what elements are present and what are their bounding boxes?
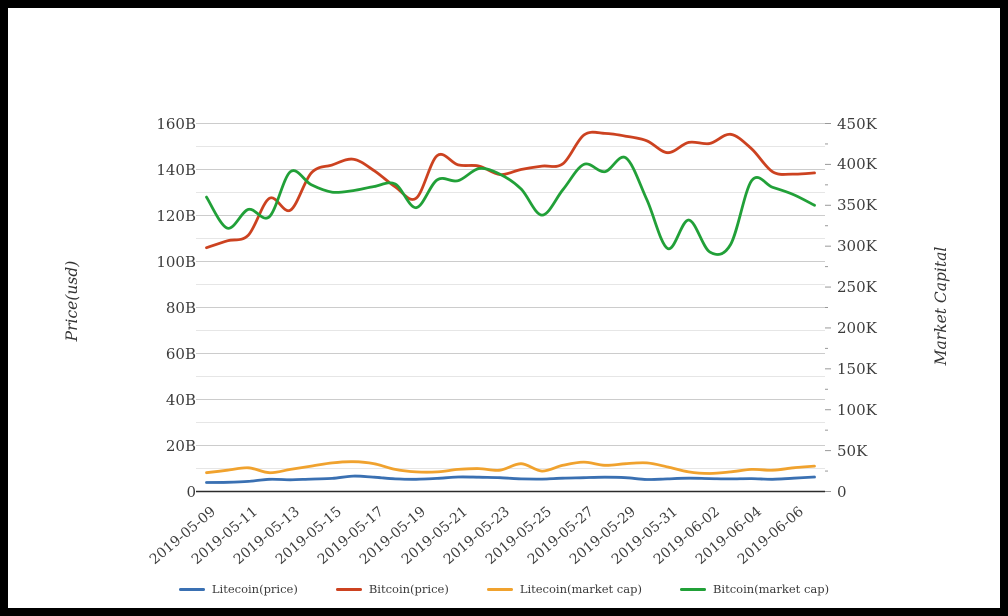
legend-label: Litecoin(market cap): [519, 582, 642, 596]
y-axis-right-tick-label: 100K: [837, 400, 877, 419]
y-axis-left-tick-label: 0: [186, 482, 196, 501]
y-axis-left-tick-label: 120B: [156, 206, 196, 225]
y-axis-left-title: Price(usd): [63, 260, 81, 342]
bitcoin-price-line: [205, 130, 816, 250]
y-axis-right-tick-label: 50K: [837, 441, 868, 460]
legend-line-swatch: [486, 587, 513, 591]
legend-item-bitcoin-market-cap[interactable]: Bitcoin(market cap): [679, 582, 830, 596]
y-axis-right-tick-label: 250K: [837, 278, 877, 297]
legend-label: Litecoin(price): [211, 582, 298, 596]
legend-label: Bitcoin(market cap): [712, 582, 830, 596]
legend-item-litecoin-price[interactable]: Litecoin(price): [178, 582, 298, 596]
y-axis-right-tick-label: 300K: [837, 237, 877, 256]
y-axis-left-tick-label: 100B: [156, 252, 196, 271]
y-axis-left-tick-label: 60B: [165, 344, 196, 363]
legend-item-litecoin-market-cap[interactable]: Litecoin(market cap): [486, 582, 642, 596]
bitcoin-market-cap-line: [205, 155, 816, 256]
y-axis-left-tick-label: 20B: [165, 436, 196, 455]
y-axis-left-tick-label: 140B: [156, 160, 196, 179]
y-axis-right-title: Market Capital: [932, 246, 950, 366]
legend-line-swatch: [335, 587, 362, 591]
y-axis-right-tick-label: 350K: [837, 196, 877, 215]
y-axis-right-tick-label: 0: [837, 482, 847, 501]
y-axis-right-tick-label: 450K: [837, 114, 877, 133]
legend-item-bitcoin-price[interactable]: Bitcoin(price): [335, 582, 449, 596]
litecoin-price-line: [205, 474, 816, 484]
legend-line-swatch: [679, 587, 706, 591]
chart-canvas: [196, 123, 831, 493]
legend-label: Bitcoin(price): [368, 582, 449, 596]
legend-line-swatch: [178, 587, 205, 591]
chart-legend: Litecoin(price) Bitcoin(price) Litecoin(ma…: [8, 582, 1000, 596]
y-axis-left-tick-label: 40B: [165, 390, 196, 409]
y-axis-left-tick-label: 80B: [165, 298, 196, 317]
y-axis-right-tick-label: 400K: [837, 155, 877, 174]
y-axis-right-tick-label: 150K: [837, 359, 877, 378]
y-axis-left-tick-label: 160B: [156, 114, 196, 133]
litecoin-market-cap-line: [205, 460, 816, 475]
y-axis-right-tick-label: 200K: [837, 318, 877, 337]
